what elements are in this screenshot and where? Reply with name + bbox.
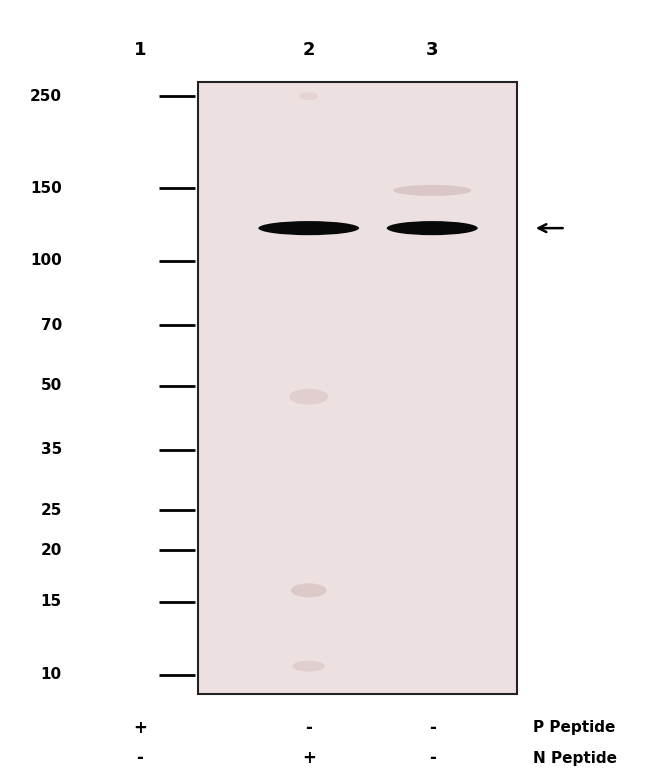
Text: +: +	[302, 750, 316, 767]
Text: 250: 250	[30, 89, 62, 103]
Ellipse shape	[299, 93, 318, 100]
Text: 150: 150	[30, 180, 62, 195]
Text: 10: 10	[40, 667, 62, 682]
Text: +: +	[133, 719, 147, 736]
Text: -: -	[136, 750, 143, 767]
Text: 20: 20	[40, 543, 62, 557]
Text: 70: 70	[40, 318, 62, 332]
Text: 15: 15	[40, 594, 62, 609]
Text: 35: 35	[40, 442, 62, 457]
Text: 50: 50	[40, 378, 62, 393]
Text: -: -	[429, 750, 436, 767]
Ellipse shape	[289, 389, 328, 405]
Text: -: -	[429, 719, 436, 736]
Text: 1: 1	[133, 41, 146, 59]
Ellipse shape	[292, 661, 325, 672]
Text: P Peptide: P Peptide	[533, 720, 616, 735]
Ellipse shape	[387, 221, 478, 235]
Text: -: -	[306, 719, 312, 736]
Text: 25: 25	[40, 503, 62, 517]
Text: N Peptide: N Peptide	[533, 750, 617, 766]
Text: 3: 3	[426, 41, 439, 59]
Text: 100: 100	[30, 253, 62, 268]
Ellipse shape	[393, 185, 471, 196]
Bar	[198, 82, 517, 694]
Text: 2: 2	[302, 41, 315, 59]
Ellipse shape	[259, 221, 359, 235]
Ellipse shape	[291, 583, 326, 597]
